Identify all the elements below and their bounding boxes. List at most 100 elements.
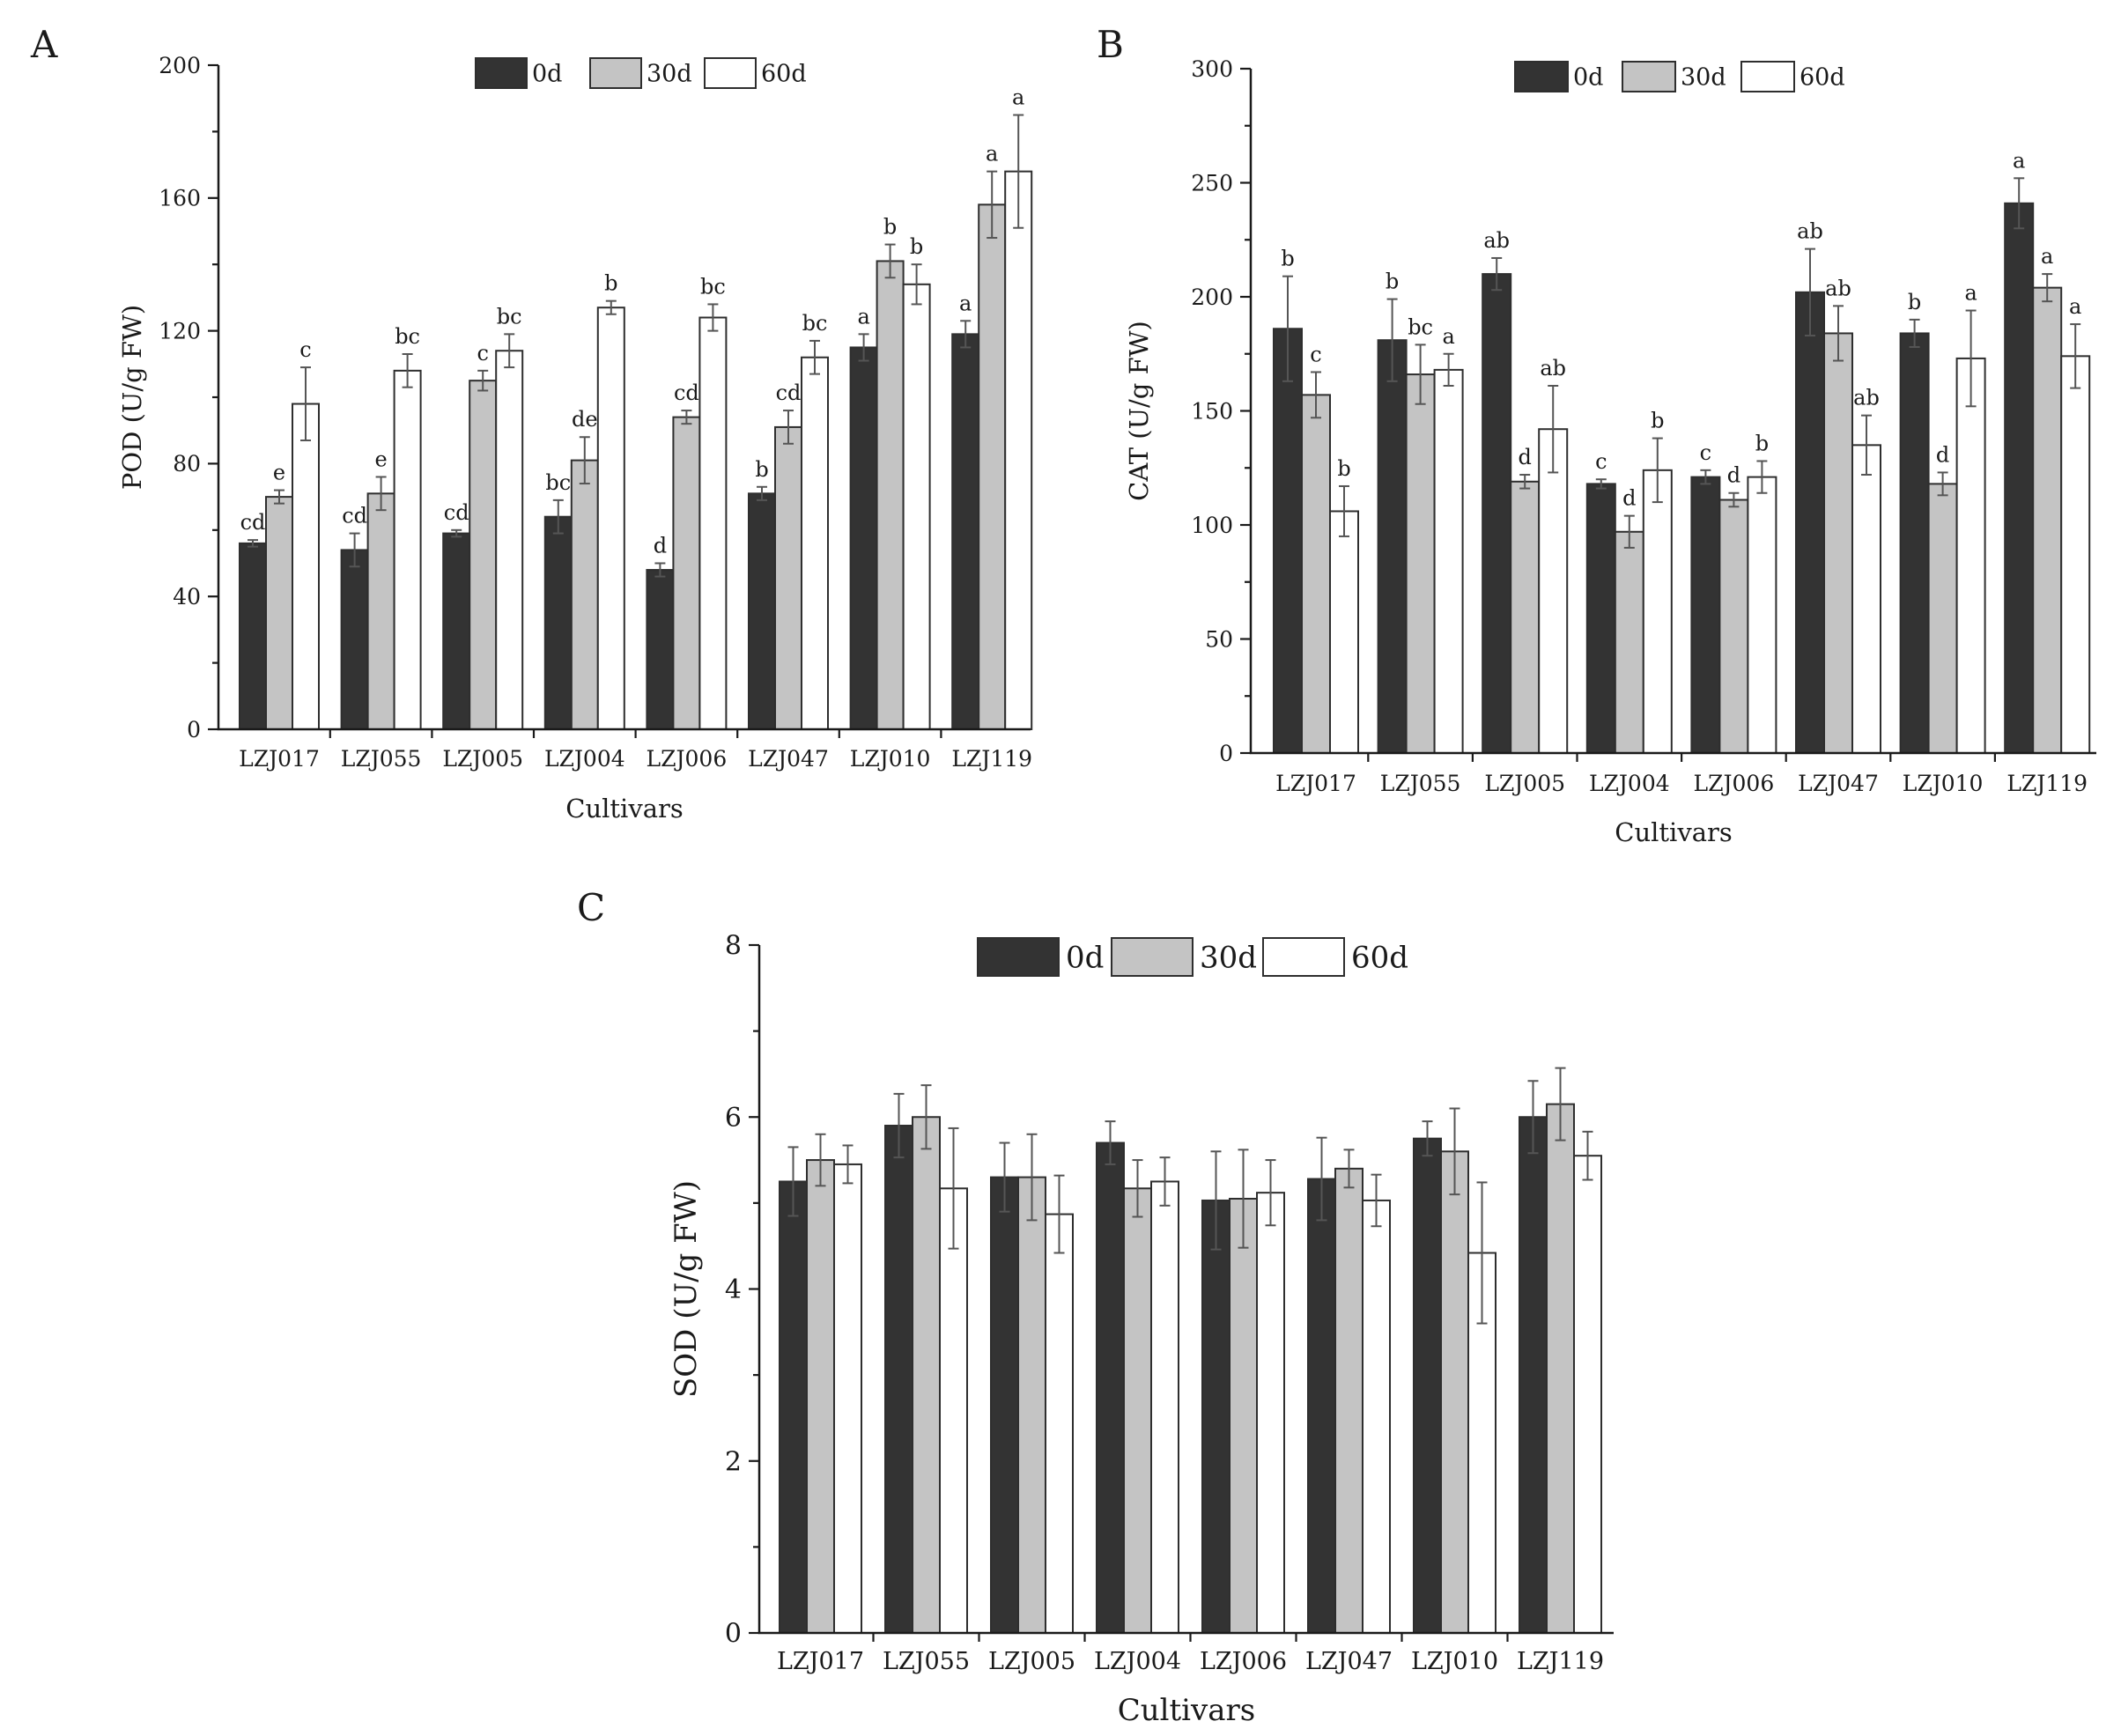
significance-letter: a [857, 304, 869, 329]
bar [801, 356, 829, 730]
y-tick-label: 50 [1205, 626, 1233, 652]
significance-letter: b [1281, 247, 1294, 271]
legend: 0d 30d 60d [475, 57, 807, 89]
y-tick-label: 250 [1191, 170, 1233, 196]
bar [1273, 328, 1303, 754]
y-tick-label: 300 [1191, 56, 1233, 82]
bar [876, 260, 905, 730]
bar [1440, 1150, 1469, 1635]
x-tick-label: LZJ010 [1903, 771, 1984, 796]
bar [495, 350, 524, 730]
significance-letter: b [910, 234, 923, 259]
significance-letter: cd [674, 380, 699, 405]
y-tick-label: 80 [173, 451, 201, 476]
significance-letter: ab [1825, 276, 1851, 300]
significance-letter: bc [545, 470, 571, 495]
x-tick-label: LZJ006 [647, 746, 728, 772]
x-tick-label: LZJ010 [1411, 1648, 1498, 1675]
bar [1482, 273, 1512, 755]
bar [366, 492, 395, 731]
bar [442, 532, 471, 730]
y-tick-label: 100 [1191, 513, 1233, 538]
significance-letter: cd [444, 500, 469, 525]
x-tick-label: LZJ005 [442, 746, 523, 772]
y-tick-label: 4 [725, 1274, 742, 1305]
significance-letter: b [1337, 456, 1350, 481]
significance-letter: bc [497, 304, 522, 329]
panel-label: B [1097, 23, 1124, 66]
bar [902, 283, 931, 730]
legend-swatch-60d [704, 57, 757, 89]
bar [1585, 483, 1616, 754]
y-axis-title: CAT (U/g FW) [1124, 321, 1154, 501]
bar [1747, 476, 1777, 754]
significance-letter: ab [1853, 386, 1880, 410]
bar [1690, 476, 1721, 754]
bar [393, 369, 422, 730]
bar [884, 1125, 913, 1634]
bar [265, 496, 293, 730]
significance-letter: b [755, 457, 768, 482]
bar [1433, 368, 1464, 754]
x-tick-label: LZJ055 [1380, 771, 1461, 796]
significance-letter: d [1519, 445, 1532, 469]
bar [1329, 510, 1359, 755]
panel-label: A [30, 23, 58, 66]
significance-letter: a [2069, 294, 2081, 319]
bar [1413, 1137, 1442, 1634]
significance-letter: e [374, 447, 387, 471]
bar [774, 425, 802, 730]
legend-swatch-30d [1622, 61, 1676, 92]
legend-swatch-60d [1740, 61, 1795, 92]
x-tick-label: LZJ004 [1589, 771, 1670, 796]
x-tick-label: LZJ010 [850, 746, 931, 772]
legend: 0d 30d 60d [1514, 61, 1845, 92]
bar [779, 1180, 808, 1634]
x-tick-label: LZJ006 [1694, 771, 1775, 796]
significance-letter: d [1622, 486, 1636, 511]
x-tick-label: LZJ004 [1094, 1648, 1181, 1675]
legend-swatch-0d [1514, 61, 1569, 92]
legend-label: 30d [1200, 941, 1257, 976]
bar [1045, 1213, 1074, 1635]
significance-letter: b [1908, 290, 1921, 314]
significance-letter: b [604, 271, 617, 296]
bar [978, 203, 1007, 730]
bar [2004, 202, 2035, 754]
x-tick-label: LZJ047 [1305, 1648, 1393, 1675]
y-axis-title: SOD (U/g FW) [669, 1180, 704, 1398]
significance-letter: bc [700, 274, 726, 299]
legend-swatch-60d [1262, 937, 1345, 977]
y-tick-label: 160 [159, 186, 201, 211]
bar [849, 346, 878, 730]
x-tick-label: LZJ055 [341, 746, 422, 772]
x-tick-label: LZJ005 [988, 1648, 1075, 1675]
bar [1004, 170, 1033, 730]
bar [1201, 1199, 1230, 1635]
y-tick-label: 6 [725, 1103, 742, 1134]
bar [748, 492, 776, 731]
bar [1955, 357, 1986, 754]
x-tick-label: LZJ004 [544, 746, 625, 772]
significance-letter: b [1755, 431, 1769, 455]
bar [570, 459, 599, 730]
bar [2060, 355, 2091, 754]
bar [1614, 530, 1644, 755]
significance-letter: c [477, 341, 488, 366]
bar [1150, 1180, 1179, 1634]
bar [543, 515, 573, 730]
legend-swatch-30d [1111, 937, 1194, 977]
legend-label: 60d [1800, 64, 1845, 92]
significance-letter: e [273, 461, 285, 485]
x-tick-label: LZJ005 [1484, 771, 1565, 796]
legend-label: 0d [532, 61, 562, 88]
bar [951, 333, 980, 730]
x-tick-label: LZJ055 [883, 1648, 970, 1675]
bar [1718, 499, 1749, 754]
y-tick-label: 120 [159, 318, 201, 344]
x-tick-label: LZJ119 [2006, 771, 2088, 796]
x-axis-title: Cultivars [565, 794, 684, 824]
significance-letter: cd [342, 504, 367, 528]
x-tick-label: LZJ119 [1517, 1648, 1604, 1675]
